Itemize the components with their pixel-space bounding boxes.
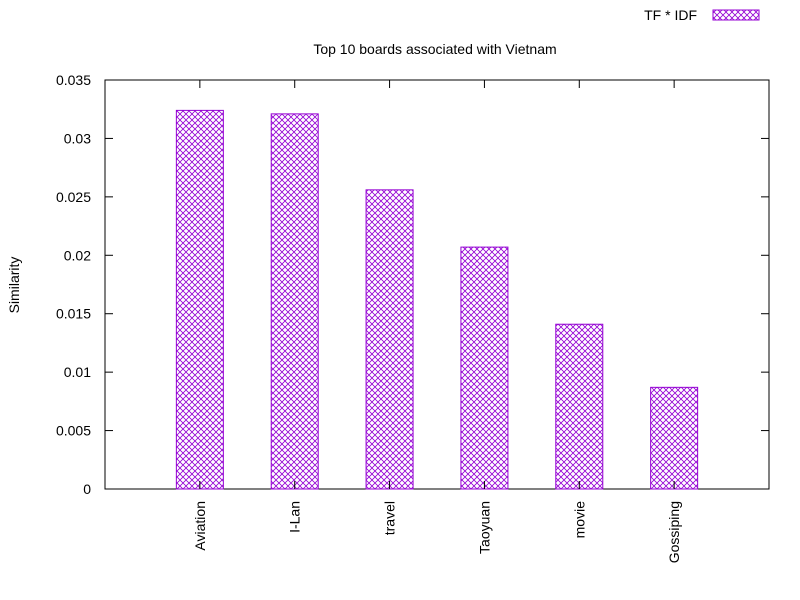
- y-tick-label: 0: [83, 481, 91, 497]
- legend: TF * IDF: [644, 7, 760, 23]
- x-tick-label: Taoyuan: [476, 501, 492, 554]
- y-tick-label: 0.005: [56, 423, 91, 439]
- y-tick-label: 0.01: [64, 364, 91, 380]
- legend-label: TF * IDF: [644, 7, 697, 23]
- x-axis: Aviation I-Lan travel Taoyuan movie Gossiping: [192, 80, 682, 563]
- legend-swatch: [712, 9, 760, 21]
- bar-aviation: [175, 109, 224, 490]
- y-axis-label: Similarity: [6, 257, 22, 314]
- chart-title: Top 10 boards associated with Vietnam: [313, 41, 556, 57]
- x-tick-label: I-Lan: [287, 501, 303, 533]
- y-axis: 0 0.005 0.01 0.015 0.02 0.025 0.03 0.035: [56, 72, 769, 497]
- y-tick-label: 0.015: [56, 306, 91, 322]
- bar-movie: [555, 323, 604, 490]
- x-tick-label: movie: [571, 501, 587, 539]
- bar-taoyuan: [460, 246, 509, 490]
- x-tick-label: travel: [382, 501, 398, 535]
- y-tick-label: 0.03: [64, 130, 91, 146]
- bar-travel: [365, 189, 414, 490]
- y-tick-label: 0.02: [64, 247, 91, 263]
- plot-frame: [104, 79, 770, 490]
- y-tick-label: 0.035: [56, 72, 91, 88]
- bar-series: [175, 109, 699, 490]
- bar-i-lan: [270, 113, 319, 490]
- x-tick-label: Gossiping: [666, 501, 682, 563]
- x-tick-label: Aviation: [192, 501, 208, 551]
- bar-gossiping: [650, 386, 699, 490]
- y-tick-label: 0.025: [56, 189, 91, 205]
